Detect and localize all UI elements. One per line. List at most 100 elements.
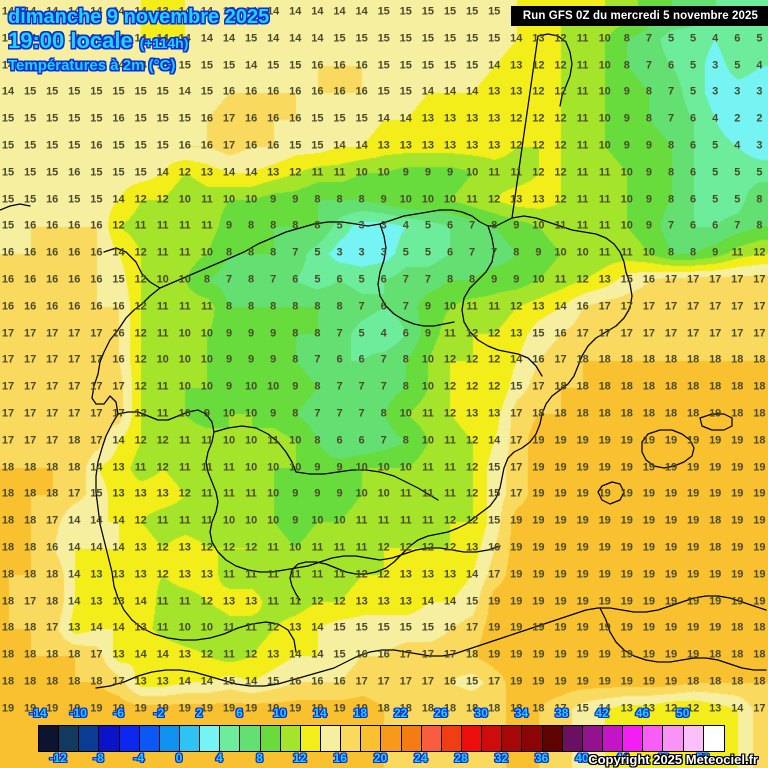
temperature-value: 9: [270, 407, 277, 420]
temperature-value: 9: [424, 300, 431, 313]
temperature-value: 8: [314, 380, 321, 393]
temperature-value: 17: [709, 300, 722, 313]
temperature-value: 11: [267, 595, 280, 608]
temperature-value: 17: [576, 327, 589, 340]
temperature-value: 17: [421, 648, 435, 661]
temperature-value: 7: [336, 327, 343, 340]
temperature-value: 12: [244, 648, 258, 661]
temperature-value: 16: [554, 327, 567, 340]
temperature-value: 19: [598, 461, 611, 474]
temperature-value: 19: [510, 675, 523, 688]
temperature-value: 12: [112, 219, 125, 232]
temperature-value: 7: [402, 300, 409, 313]
temperature-value: 5: [424, 219, 431, 232]
temperature-value: 12: [532, 139, 545, 152]
temperature-value: 14: [178, 5, 191, 18]
temperature-value: 9: [513, 273, 520, 286]
temperature-value: 15: [421, 32, 435, 45]
temperature-value: 17: [488, 568, 501, 581]
temperature-value: 19: [642, 621, 656, 634]
temperature-value: 12: [200, 541, 214, 554]
temperature-value: 14: [200, 32, 214, 45]
temperature-value: 12: [333, 595, 346, 608]
temperature-value: 13: [642, 702, 656, 715]
temperature-value: 15: [333, 112, 346, 125]
temperature-value: 9: [645, 166, 652, 179]
temperature-value: 19: [510, 595, 523, 608]
temperature-value: 19: [642, 434, 656, 447]
temperature-value: 14: [510, 353, 523, 366]
temperature-value: 18: [1, 487, 15, 500]
temperature-value: 13: [421, 112, 435, 125]
temperature-value: 15: [68, 139, 81, 152]
temperature-value: 8: [248, 219, 255, 232]
temperature-value: 18: [23, 461, 37, 474]
temperature-value: 11: [333, 541, 346, 554]
temperature-value: 18: [598, 407, 611, 420]
temperature-value: 18: [1, 514, 15, 527]
temperature-value: 11: [444, 461, 456, 474]
temperature-value: 16: [23, 219, 37, 232]
temperature-value: 7: [358, 300, 365, 313]
temperature-value: 19: [664, 541, 678, 554]
temperature-value: 15: [90, 85, 103, 98]
temperature-value: 9: [270, 193, 277, 206]
temperature-value: 16: [23, 300, 37, 313]
temperature-value: 19: [642, 514, 656, 527]
temperature-value: 19: [686, 621, 700, 634]
temperature-value: 18: [753, 353, 766, 366]
temperature-value: 12: [399, 541, 412, 554]
temperature-value: 19: [731, 514, 744, 527]
temperature-value: 11: [178, 246, 191, 259]
temperature-value: 12: [465, 434, 479, 447]
temperature-value: 7: [270, 273, 277, 286]
temperature-value: 8: [358, 193, 365, 206]
temperature-value: 14: [156, 166, 169, 179]
temperature-value: 12: [377, 541, 390, 554]
temperature-value: 7: [336, 380, 343, 393]
temperature-value: 12: [465, 353, 479, 366]
temperature-value: 15: [90, 487, 103, 500]
temperature-value: 15: [333, 648, 346, 661]
temperature-value: 17: [68, 327, 81, 340]
temperature-value: 12: [443, 407, 457, 420]
temperature-value: 13: [399, 139, 412, 152]
temperature-value: 18: [731, 621, 744, 634]
temperature-value: 19: [200, 702, 214, 715]
temperature-value: 17: [23, 407, 37, 420]
temperature-value: 15: [46, 166, 59, 179]
temperature-value: 7: [380, 434, 387, 447]
temperature-value: 16: [46, 193, 59, 206]
temperature-value: 17: [753, 702, 766, 715]
temperature-value: 11: [399, 514, 412, 527]
temperature-value: 12: [465, 380, 479, 393]
temperature-value: 14: [333, 5, 346, 18]
temperature-value: 17: [1, 407, 15, 420]
temperature-value: 19: [664, 434, 678, 447]
temperature-value: 11: [377, 514, 390, 527]
temperature-value: 7: [336, 407, 343, 420]
temperature-value: 18: [620, 407, 633, 420]
temperature-value: 8: [623, 59, 630, 72]
temperature-value: 16: [90, 139, 103, 152]
temperature-value: 9: [292, 514, 299, 527]
temperature-value: 16: [68, 300, 81, 313]
temperature-value: 10: [178, 407, 191, 420]
temperature-value: 10: [598, 139, 611, 152]
temperature-value: 14: [68, 32, 81, 45]
temperature-value: 7: [402, 273, 409, 286]
temperature-value: 13: [488, 139, 501, 152]
temperature-value: 3: [712, 85, 719, 98]
temperature-value: 12: [753, 246, 766, 259]
temperature-value: 15: [443, 59, 457, 72]
temperature-value: 2: [756, 112, 763, 125]
temperature-value: 13: [112, 461, 125, 474]
temperature-value: 10: [244, 514, 258, 527]
temperature-value: 5: [690, 85, 697, 98]
temperature-value: 10: [156, 353, 169, 366]
temperature-value: 10: [156, 273, 169, 286]
temperature-value: 15: [465, 595, 479, 608]
